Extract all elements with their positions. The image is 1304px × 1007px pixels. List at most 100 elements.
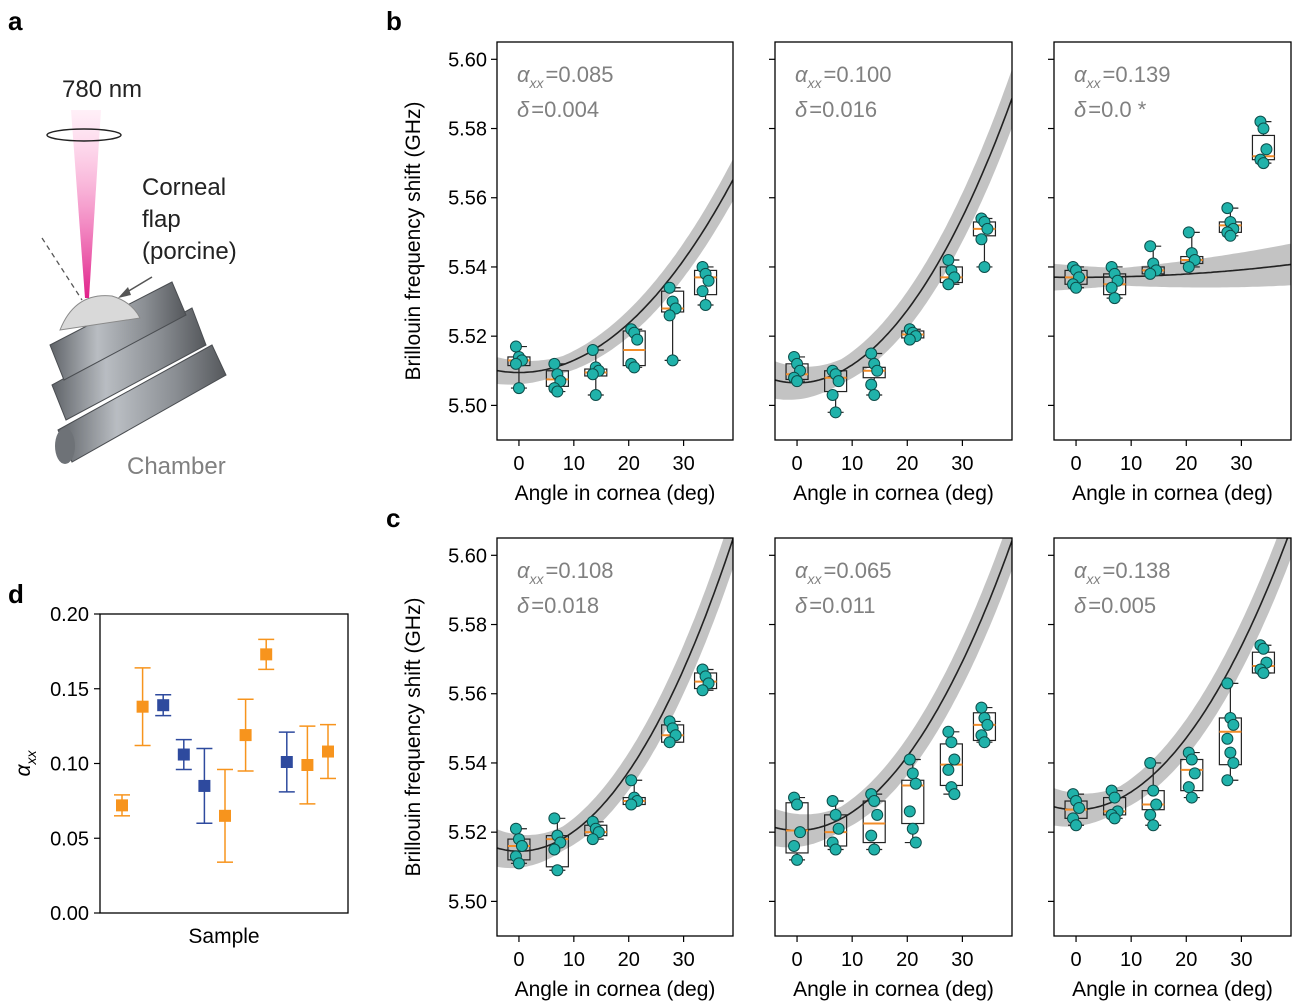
delta-annotation: δ=0.018 [517, 593, 599, 618]
data-point [975, 233, 988, 246]
x-axis-label: Angle in cornea (deg) [793, 482, 994, 505]
corneal-flap [59, 295, 141, 331]
plot-frame [1053, 41, 1292, 441]
x-tick-label: 20 [1175, 453, 1197, 475]
alpha-symbol: α [795, 558, 809, 583]
box-group [545, 357, 569, 398]
x-tick-label: 0 [791, 949, 802, 971]
box-group [1251, 639, 1276, 679]
data-point [909, 777, 922, 790]
laser-beam [71, 110, 101, 298]
data-point [699, 299, 712, 312]
y-tick-label: 5.54 [448, 257, 487, 279]
y-axis-label: Brillouin frequency shift (GHz) [402, 598, 425, 877]
data-point [1108, 292, 1121, 305]
alpha-value: =0.108 [546, 558, 614, 583]
y-axis-subscript: xx [23, 750, 39, 766]
alpha-subscript: xx [807, 75, 823, 91]
square-marker [260, 648, 273, 661]
square-marker [280, 756, 293, 769]
data-point [1224, 746, 1237, 759]
fit-band [497, 158, 733, 385]
alpha-subscript: xx [1086, 75, 1102, 91]
data-point [1144, 240, 1157, 253]
x-tick-label: 30 [1230, 949, 1252, 971]
y-tick-label: 0.00 [50, 903, 89, 925]
data-point [791, 798, 804, 811]
x-tick-label: 20 [1175, 949, 1197, 971]
data-point [791, 853, 804, 866]
alpha-subscript: xx [807, 571, 823, 587]
box-group [584, 815, 608, 846]
x-tick-label: 30 [1230, 453, 1252, 475]
data-point [868, 843, 881, 856]
data-point [826, 795, 839, 808]
data-point [1257, 666, 1270, 679]
x-tick-label: 10 [1120, 453, 1142, 475]
alpha-value: =0.100 [824, 62, 892, 87]
delta-symbol: δ [517, 593, 530, 618]
box-group [901, 323, 925, 346]
data-point [832, 822, 845, 835]
delta-annotation: δ=0.005 [1074, 593, 1156, 618]
box-group [824, 795, 848, 856]
x-tick-label: 10 [563, 453, 585, 475]
alpha-symbol: α [1074, 558, 1088, 583]
data-point [1105, 281, 1118, 294]
box-group [939, 725, 963, 801]
sample-point [237, 698, 254, 772]
panel-label-c: c [386, 503, 400, 533]
box-group [1251, 115, 1276, 170]
alpha-value: =0.085 [546, 62, 614, 87]
sample-point [320, 723, 336, 780]
box-group [862, 347, 886, 402]
chamber-icon [49, 281, 227, 464]
y-tick-label: 5.60 [448, 545, 487, 567]
x-axis-label: Angle in cornea (deg) [1072, 482, 1273, 505]
data-point [512, 382, 525, 395]
x-tick-label: 30 [951, 453, 973, 475]
delta-annotation: δ=0.0 * [1074, 97, 1147, 122]
box-group [901, 753, 925, 849]
fit-band [1054, 243, 1291, 291]
data-point [1108, 791, 1121, 804]
x-tick-label: 0 [791, 453, 802, 475]
x-tick-label: 30 [672, 949, 694, 971]
y-tick-label: 5.58 [448, 119, 487, 141]
data-point [981, 718, 994, 731]
fit-curve [775, 540, 1012, 832]
data-point [589, 389, 602, 402]
data-point [1221, 732, 1234, 745]
x-tick-label: 0 [513, 949, 524, 971]
y-tick-label: 5.50 [448, 891, 487, 913]
alpha-subscript: xx [529, 571, 545, 587]
x-tick-label: 30 [672, 453, 694, 475]
delta-value: =0.018 [531, 593, 599, 618]
data-point [548, 843, 561, 856]
plot-frame [496, 41, 734, 441]
data-point [948, 753, 961, 766]
box-group [1141, 240, 1165, 280]
box-group [1064, 260, 1088, 294]
panel-label-b: b [386, 6, 402, 36]
data-point [586, 368, 599, 381]
data-point [903, 753, 916, 766]
data-point [942, 254, 955, 267]
data-point [942, 278, 955, 291]
data-point [1227, 718, 1240, 731]
data-point [666, 354, 679, 367]
y-tick-label: 5.52 [448, 326, 487, 348]
data-point [978, 736, 991, 749]
data-point [829, 843, 842, 856]
delta-symbol: δ [795, 593, 808, 618]
box-group [1103, 260, 1127, 305]
y-tick-label: 5.52 [448, 822, 487, 844]
sample-point [196, 747, 213, 825]
square-marker [177, 748, 190, 761]
data-point [791, 375, 804, 388]
box-group [972, 212, 997, 273]
box-group [507, 822, 531, 870]
data-point [1070, 281, 1083, 294]
data-point [1144, 756, 1157, 769]
box-group [785, 350, 809, 388]
